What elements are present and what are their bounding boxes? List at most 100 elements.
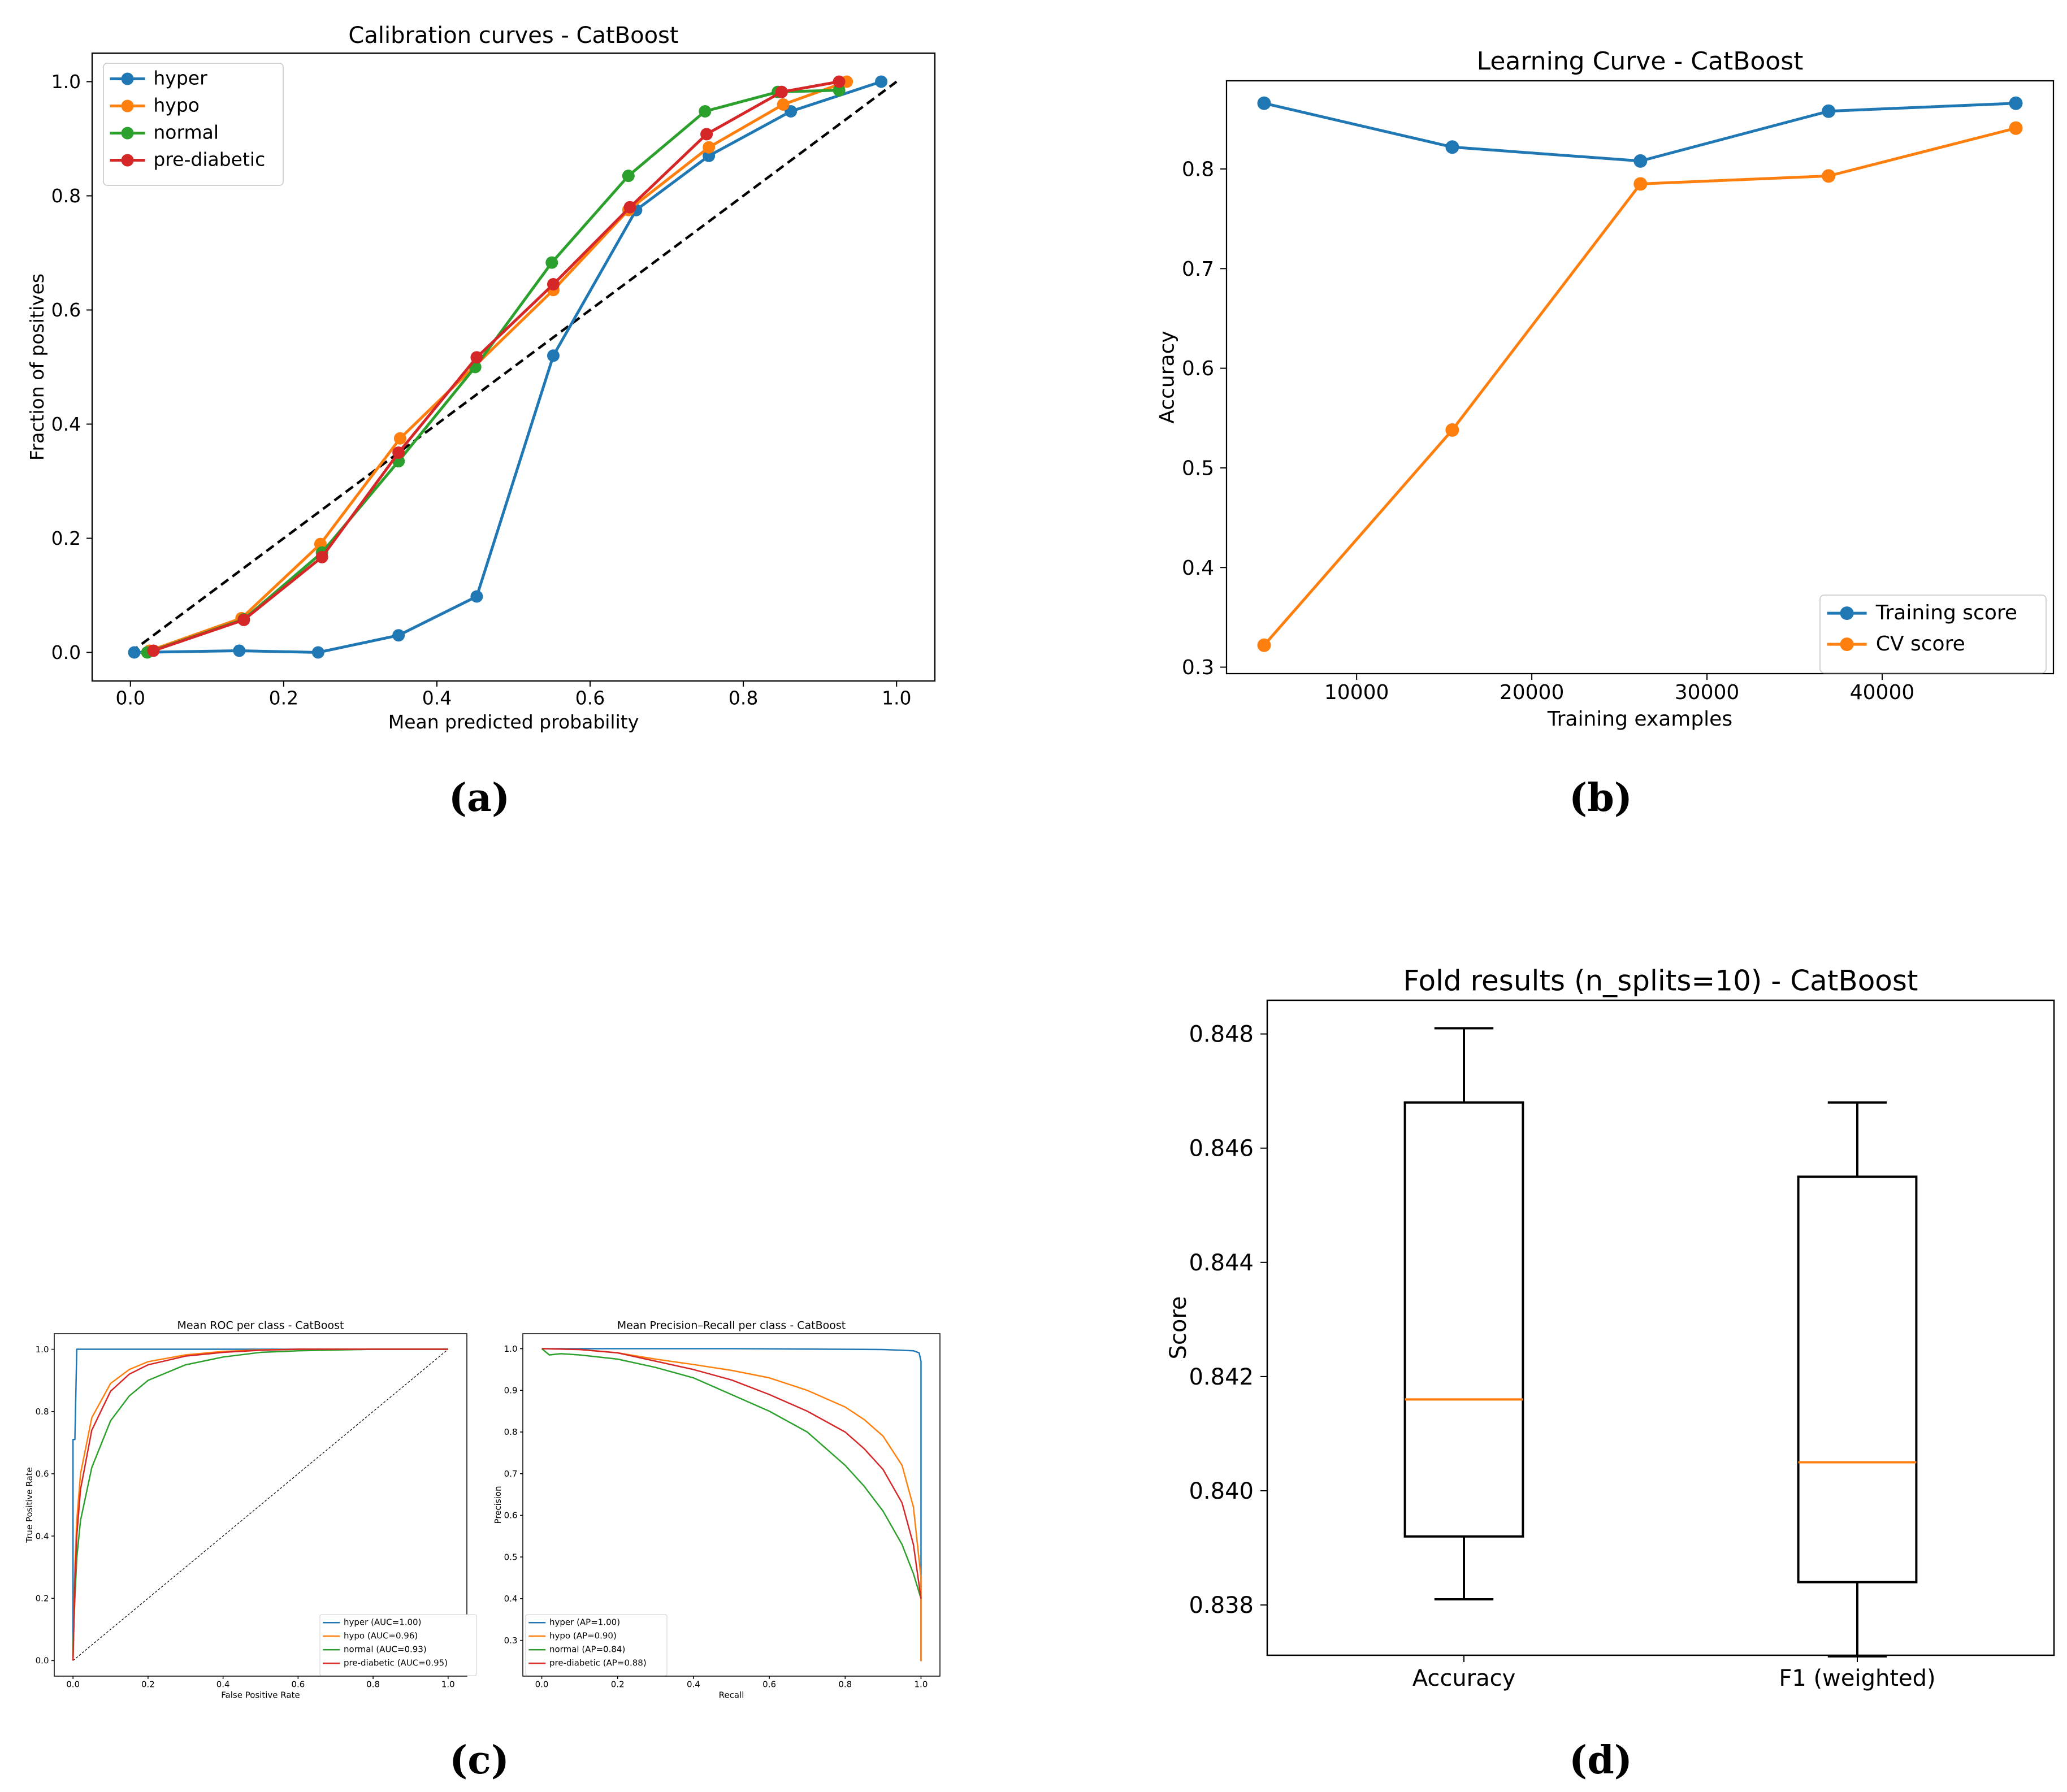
x-tick-label: 10000 (1324, 681, 1389, 704)
legend-label-pre-diabetic-ap-0-88: pre-diabetic (AP=0.88) (549, 1658, 647, 1668)
data-point-normal (699, 105, 712, 118)
x-tick-label: 0.4 (216, 1679, 230, 1689)
y-tick-label: 1.0 (504, 1344, 518, 1354)
x-tick-label: 0.2 (611, 1679, 625, 1689)
x-tick-label: 0.6 (291, 1679, 305, 1689)
y-tick-label: 0.9 (504, 1386, 518, 1396)
data-point-cv-score (1445, 423, 1459, 437)
reference-diagonal-line (72, 1349, 449, 1661)
legend-label-hypo-ap-0-90: hypo (AP=0.90) (549, 1631, 617, 1641)
series-line-pre-diabetic-auc-0-95 (72, 1348, 448, 1661)
y-tick-label: 0.5 (504, 1552, 518, 1562)
data-point-pre-diabetic (392, 446, 405, 459)
legend-box (525, 1614, 668, 1676)
data-point-hyper (233, 644, 246, 657)
panel-label-d: (d) (1569, 1738, 1632, 1783)
x-tick-label: 0.4 (687, 1679, 700, 1689)
box-f1-weighted (1797, 1175, 1918, 1583)
data-point-cv-score (1822, 169, 1836, 183)
x-tick-label: 0.8 (729, 687, 758, 709)
data-point-hypo (703, 141, 716, 154)
data-point-pre-diabetic (833, 75, 846, 88)
series-line-training-score (1263, 102, 2016, 163)
legend-marker-cv-score (1840, 637, 1854, 652)
data-point-normal (622, 170, 635, 183)
roc-chart: Mean ROC per class - CatBoost False Posit… (24, 1319, 477, 1700)
data-point-training-score (1445, 140, 1459, 154)
x-axis-label: Recall (719, 1690, 744, 1700)
legend-marker-hypo (121, 99, 134, 112)
x-tick-label: F1 (weighted) (1779, 1665, 1935, 1691)
data-point-pre-diabetic (547, 278, 560, 291)
legend-marker-pre-diabetic (121, 154, 134, 167)
data-point-normal (545, 256, 558, 269)
data-point-pre-diabetic (623, 201, 636, 214)
plot-frame (54, 1333, 467, 1677)
data-point-hyper (703, 149, 716, 162)
data-point-hyper (128, 646, 141, 659)
chart-title: Mean Precision–Recall per class - CatBoo… (617, 1319, 846, 1331)
data-point-training-score (1822, 104, 1836, 118)
legend-label-normal-auc-0-93: normal (AUC=0.93) (344, 1645, 427, 1655)
legend-label-pre-diabetic-auc-0-95: pre-diabetic (AUC=0.95) (344, 1658, 448, 1668)
series-line-hyper (134, 80, 882, 654)
data-point-pre-diabetic (470, 351, 483, 364)
x-tick-label: 1.0 (441, 1679, 455, 1689)
y-tick-label: 0.0 (36, 1656, 49, 1666)
y-tick-label: 0.2 (36, 1594, 49, 1604)
plot-frame (1266, 999, 2055, 1656)
y-tick-label: 0.8 (36, 1407, 49, 1417)
legend-marker-normal (121, 127, 134, 140)
plot-frame (91, 52, 936, 682)
legend-label-hyper: hyper (153, 67, 207, 89)
x-tick-label: 0.6 (762, 1679, 776, 1689)
data-point-training-score (1633, 154, 1648, 168)
fold-results-chart: Fold results (n_splits=10) - CatBoost Sco… (1165, 965, 2055, 1691)
data-point-hypo (777, 98, 790, 111)
x-tick-label: 0.8 (838, 1679, 852, 1689)
legend-label-normal-ap-0-84: normal (AP=0.84) (549, 1645, 625, 1655)
y-tick-label: 0.7 (1182, 258, 1214, 281)
y-tick-label: 0.4 (1182, 557, 1214, 580)
y-tick-label: 0.846 (1189, 1136, 1254, 1162)
data-point-hyper (392, 629, 405, 642)
chart-title: Calibration curves - CatBoost (348, 23, 678, 49)
x-tick-label: 1.0 (882, 687, 911, 709)
data-point-normal (833, 84, 846, 97)
y-tick-label: 0.848 (1189, 1022, 1254, 1048)
x-axis-label: Mean predicted probability (388, 711, 639, 733)
box-accuracy (1403, 1101, 1524, 1538)
x-tick-label: 1.0 (915, 1679, 928, 1689)
data-point-cv-score (1633, 177, 1648, 191)
y-axis-label: Score (1165, 1296, 1191, 1359)
data-point-pre-diabetic (147, 644, 160, 657)
data-point-training-score (1257, 96, 1271, 110)
plot-frame (1225, 80, 2055, 675)
y-tick-label: 0.2 (51, 527, 81, 549)
y-tick-label: 0.842 (1189, 1364, 1254, 1390)
chart-title: Learning Curve - CatBoost (1477, 47, 1804, 76)
legend-box (103, 63, 284, 186)
y-tick-label: 0.844 (1189, 1250, 1254, 1276)
y-tick-label: 0.6 (51, 299, 81, 321)
legend-label-hypo: hypo (153, 94, 200, 116)
calibration-chart: Calibration curves - CatBoost Mean predic… (26, 23, 936, 733)
legend-box (319, 1614, 477, 1676)
legend-box (1819, 595, 2047, 674)
data-point-pre-diabetic (700, 128, 713, 141)
plot-frame (522, 1333, 941, 1677)
y-tick-label: 0.838 (1189, 1593, 1254, 1619)
y-tick-label: 0.4 (51, 413, 81, 435)
x-tick-label: 0.0 (535, 1679, 549, 1689)
x-tick-label: 0.0 (66, 1679, 80, 1689)
y-axis-label: Accuracy (1155, 331, 1178, 423)
data-point-cv-score (1257, 638, 1271, 652)
data-point-cv-score (2009, 121, 2023, 135)
y-tick-label: 0.6 (1182, 357, 1214, 380)
x-tick-label: 0.6 (575, 687, 605, 709)
y-tick-label: 0.8 (51, 185, 81, 207)
x-tick-label: Accuracy (1412, 1665, 1516, 1691)
y-axis-label: True Positive Rate (24, 1467, 34, 1543)
legend-marker-training-score (1840, 606, 1854, 621)
y-tick-label: 0.0 (51, 641, 81, 663)
